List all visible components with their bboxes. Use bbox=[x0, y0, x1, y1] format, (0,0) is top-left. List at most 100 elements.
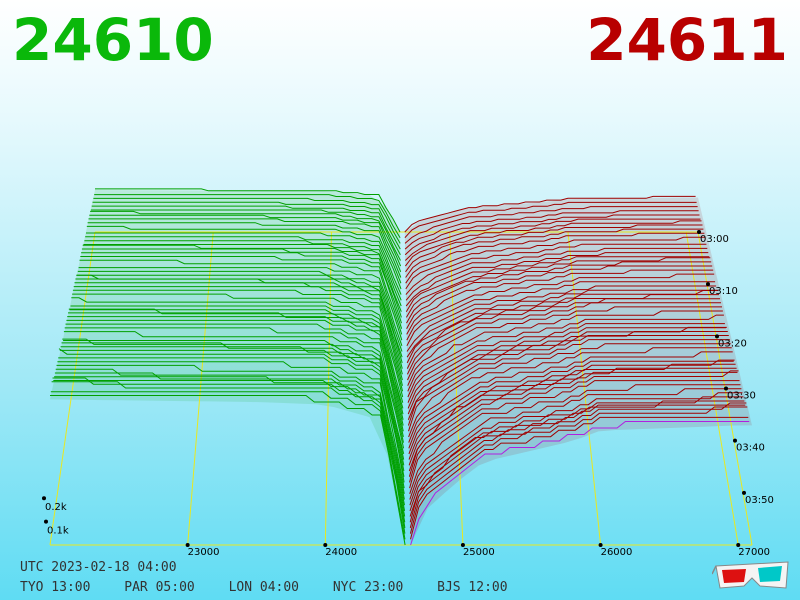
bid-depth-line bbox=[72, 293, 404, 392]
time-tick-mark bbox=[742, 490, 746, 495]
ask-depth-line bbox=[409, 384, 741, 494]
bid-depth-line bbox=[92, 201, 401, 250]
world-clocks: TYO 13:00 PAR 05:00 LON 04:00 NYC 23:00 … bbox=[20, 580, 534, 595]
ask-depth-line bbox=[408, 339, 730, 432]
bid-price: 24610 bbox=[12, 6, 214, 74]
ask-depth-line bbox=[408, 371, 738, 477]
price-tick-label: 24000 bbox=[325, 547, 357, 558]
bid-depth-line bbox=[62, 338, 405, 460]
ask-depth-line bbox=[407, 314, 724, 398]
ask-depth-line bbox=[404, 218, 701, 261]
bid-depth-line bbox=[50, 395, 406, 546]
bid-depth-line bbox=[64, 327, 404, 443]
ask-depth-line bbox=[409, 380, 740, 489]
utc-clock: UTC 2023-02-18 04:00 bbox=[20, 560, 177, 575]
bid-depth-line bbox=[95, 188, 401, 233]
ask-depth-line bbox=[406, 261, 712, 324]
time-tick-label: 03:00 bbox=[700, 234, 729, 245]
clock-nyc: NYC 23:00 bbox=[332, 580, 404, 595]
time-tick-label: 03:20 bbox=[718, 338, 747, 349]
ask-depth-line bbox=[404, 210, 699, 250]
price-tick-mark bbox=[598, 543, 603, 547]
bid-depth-line bbox=[81, 248, 402, 324]
time-tick-mark bbox=[715, 334, 719, 339]
ask-depth-line bbox=[409, 370, 739, 483]
time-tick-label: 03:10 bbox=[709, 286, 738, 297]
time-tick-label: 03:30 bbox=[727, 391, 756, 402]
ask-depth-line bbox=[405, 247, 708, 301]
ask-depth-line bbox=[409, 388, 742, 500]
ask-depth-line bbox=[405, 243, 707, 295]
ask-depth-line bbox=[406, 273, 715, 341]
bid-depth-line bbox=[57, 361, 405, 494]
ask-depth-line bbox=[405, 236, 706, 290]
ask-depth-line bbox=[405, 224, 703, 273]
bid-depth-line bbox=[61, 342, 405, 466]
bid-depth-line bbox=[75, 278, 403, 369]
bid-depth-line bbox=[55, 368, 405, 506]
volume-tick-mark bbox=[44, 519, 48, 524]
ask-depth-line bbox=[408, 347, 732, 443]
left-edge bbox=[49, 231, 96, 546]
bid-depth-line bbox=[58, 348, 405, 483]
ask-depth-line bbox=[407, 323, 725, 403]
ask-price: 24611 bbox=[586, 6, 788, 74]
bid-depth-line bbox=[86, 232, 402, 295]
ask-depth-line bbox=[406, 294, 719, 369]
time-tick-label: 03:40 bbox=[736, 443, 765, 454]
ask-depth-line bbox=[410, 416, 749, 540]
bid-depth-line bbox=[59, 349, 405, 477]
price-tick-label: 25000 bbox=[463, 547, 495, 558]
bid-depth-line bbox=[93, 197, 401, 244]
bid-depth-line bbox=[77, 270, 403, 352]
bid-depth-line bbox=[65, 323, 404, 438]
ask-depth-line bbox=[408, 343, 731, 438]
bid-depth-line bbox=[63, 331, 405, 449]
ask-depth-line bbox=[407, 306, 722, 386]
bid-depth-line bbox=[78, 267, 403, 346]
bid-depth-line bbox=[63, 340, 405, 455]
price-tick-mark bbox=[323, 543, 328, 547]
bid-depth-line bbox=[89, 214, 402, 272]
bid-depth-line bbox=[88, 218, 402, 278]
bid-depth-line bbox=[56, 364, 405, 500]
bid-depth-line bbox=[77, 274, 403, 358]
price-tick-mark bbox=[736, 543, 741, 547]
bids-volume-fill bbox=[50, 190, 406, 545]
ask-depth-line bbox=[406, 265, 713, 329]
bid-depth-line bbox=[68, 308, 404, 415]
3d-glasses-icon[interactable] bbox=[712, 560, 792, 592]
ask-depth-line bbox=[404, 206, 698, 244]
ask-depth-line bbox=[404, 195, 696, 233]
bid-depth-line bbox=[81, 252, 403, 329]
time-tick-mark bbox=[706, 282, 710, 287]
bid-depth-line bbox=[90, 210, 402, 267]
bid-depth-line bbox=[79, 259, 403, 341]
ask-depth-line bbox=[405, 220, 702, 267]
ask-depth-line bbox=[404, 201, 697, 239]
bid-depth-line bbox=[70, 305, 404, 403]
ask-depth-line bbox=[407, 335, 729, 426]
bid-depth-line bbox=[94, 194, 401, 238]
ask-depth-line bbox=[407, 310, 723, 392]
ask-depth-line bbox=[406, 281, 716, 347]
ask-depth-line bbox=[409, 404, 746, 523]
bid-depth-line bbox=[58, 357, 405, 489]
price-gridline bbox=[449, 231, 464, 546]
price-tick-mark bbox=[185, 543, 190, 547]
time-tick-mark bbox=[697, 230, 701, 234]
ask-depth-line bbox=[405, 228, 704, 278]
bid-depth-line bbox=[52, 377, 406, 528]
bid-depth-line bbox=[86, 225, 402, 290]
time-tick-mark bbox=[733, 438, 737, 443]
ask-depth-line bbox=[409, 396, 744, 512]
bid-depth-line bbox=[90, 209, 401, 261]
bid-depth-line bbox=[83, 244, 402, 312]
ask-depth-line bbox=[405, 252, 709, 307]
ask-depth-line bbox=[407, 327, 726, 409]
ask-depth-line bbox=[409, 392, 743, 506]
price-tick-label: 27000 bbox=[738, 547, 770, 558]
price-tick-label: 23000 bbox=[188, 547, 220, 558]
bid-depth-line bbox=[71, 297, 404, 398]
